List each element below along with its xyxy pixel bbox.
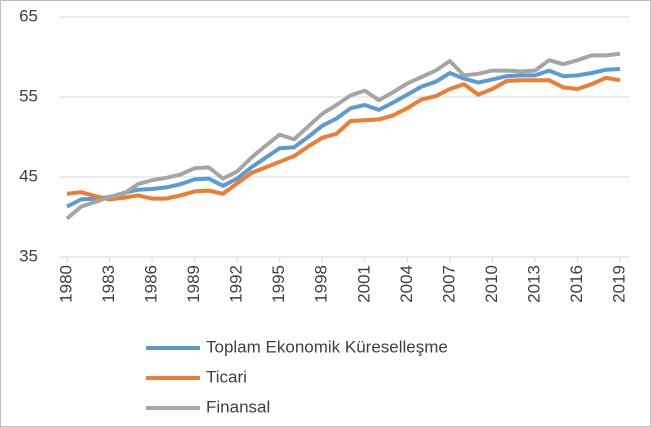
legend-label: Toplam Ekonomik Küreselleşme xyxy=(206,337,448,356)
x-tick-label: 1983 xyxy=(99,265,118,303)
y-tick-label: 65 xyxy=(19,6,38,25)
x-tick-label: 2004 xyxy=(397,265,416,303)
legend-label: Finansal xyxy=(206,397,270,416)
x-tick-label: 2016 xyxy=(567,265,586,303)
x-tick-label: 2007 xyxy=(439,265,458,303)
series-line xyxy=(66,75,621,202)
y-tick-label: 45 xyxy=(19,166,38,185)
x-tick-label: 2010 xyxy=(482,265,501,303)
x-tick-label: 2013 xyxy=(524,265,543,303)
x-tick-label: 1992 xyxy=(227,265,246,303)
x-tick-label: 1986 xyxy=(142,265,161,303)
x-tick-label: 1995 xyxy=(269,265,288,303)
series-line xyxy=(65,51,621,221)
legend-label: Ticari xyxy=(206,367,247,386)
x-tick-label: 1989 xyxy=(184,265,203,303)
x-tick-label: 1980 xyxy=(56,265,75,303)
y-tick-label: 55 xyxy=(19,86,38,105)
x-tick-label: 1998 xyxy=(312,265,331,303)
y-tick-label: 35 xyxy=(19,246,38,265)
x-tick-label: 2001 xyxy=(354,265,373,303)
x-tick-label: 2019 xyxy=(609,265,628,303)
series-line xyxy=(66,67,621,209)
